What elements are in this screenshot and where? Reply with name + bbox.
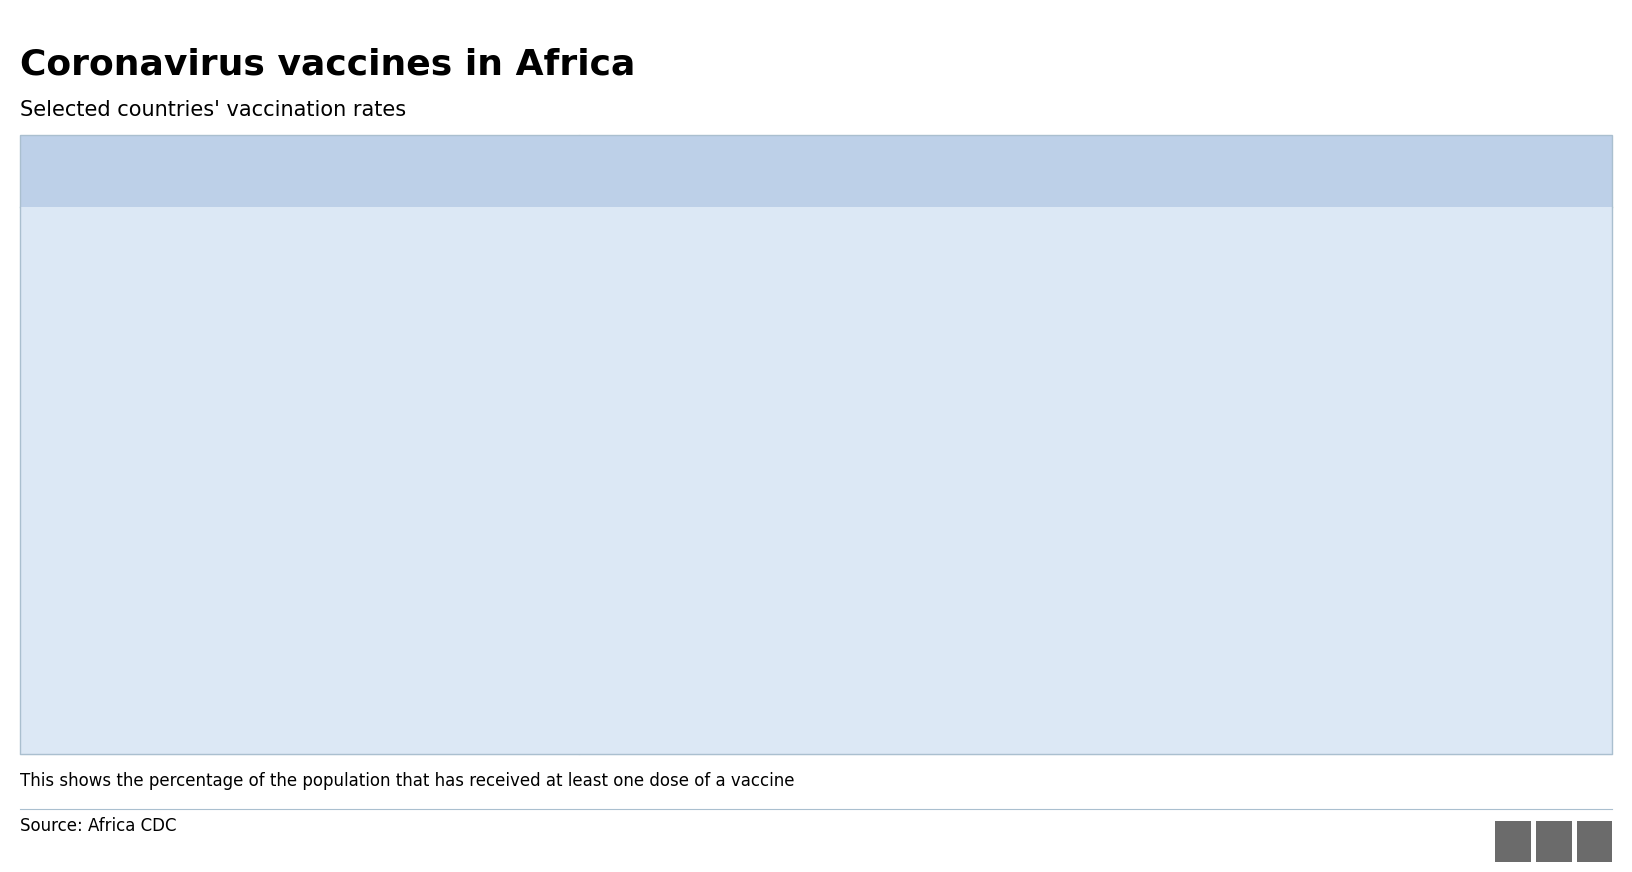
Text: B: B: [1546, 832, 1562, 851]
Text: 12.82%: 12.82%: [1524, 368, 1599, 387]
Text: Percentage that has received a vaccine: Percentage that has received a vaccine: [1165, 161, 1599, 181]
Text: 2.39%: 2.39%: [1537, 505, 1599, 524]
Text: This shows the percentage of the population that has received at least one dose : This shows the percentage of the populat…: [20, 772, 795, 790]
Text: 66.56%: 66.56%: [1524, 300, 1599, 319]
Text: 1.53%: 1.53%: [1537, 642, 1599, 661]
Text: Source: Africa CDC: Source: Africa CDC: [20, 817, 176, 835]
Text: C: C: [1588, 832, 1601, 851]
Text: Zimbabwe: Zimbabwe: [39, 574, 152, 593]
Text: Selected countries' vaccination rates: Selected countries' vaccination rates: [20, 100, 406, 120]
Text: South Africa: South Africa: [39, 231, 175, 250]
Text: 0.57%: 0.57%: [1537, 711, 1599, 730]
Text: Country: Country: [39, 161, 127, 181]
Text: 2.71%: 2.71%: [1537, 437, 1599, 456]
Text: Kenya: Kenya: [39, 642, 108, 661]
Text: B: B: [1505, 832, 1521, 851]
Text: 0.49%: 0.49%: [1537, 231, 1599, 250]
Text: Morocco: Morocco: [39, 368, 132, 387]
Text: Ghana: Ghana: [39, 437, 109, 456]
Text: 1.97%: 1.97%: [1537, 574, 1599, 593]
Text: Coronavirus vaccines in Africa: Coronavirus vaccines in Africa: [20, 48, 635, 82]
Text: Seychelles: Seychelles: [39, 300, 157, 319]
Text: Senegal: Senegal: [39, 505, 127, 524]
Text: Nigeria: Nigeria: [39, 711, 119, 730]
